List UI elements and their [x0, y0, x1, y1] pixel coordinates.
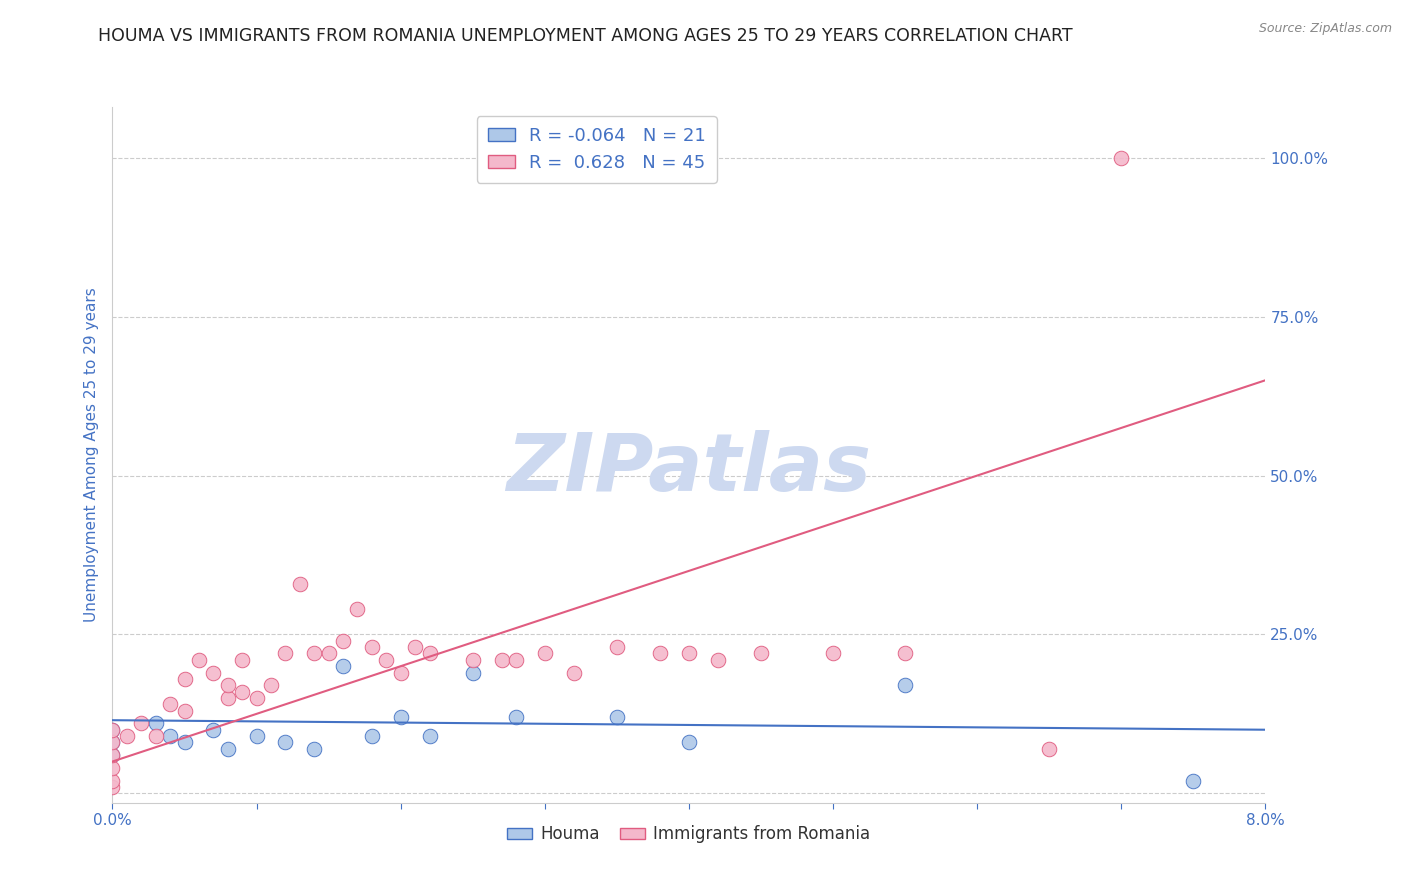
Point [159, 729, 181, 743]
Point [145, 716, 167, 731]
Point [1038, 741, 1060, 756]
Text: ZIPatlas: ZIPatlas [506, 430, 872, 508]
Point [202, 665, 225, 680]
Point [419, 729, 441, 743]
Point [821, 647, 844, 661]
Point [606, 710, 628, 724]
Point [533, 647, 555, 661]
Point [304, 741, 326, 756]
Point [461, 665, 484, 680]
Point [246, 729, 269, 743]
Point [145, 729, 167, 743]
Point [217, 741, 239, 756]
Point [461, 653, 484, 667]
Point [304, 647, 326, 661]
Point [419, 647, 441, 661]
Point [318, 647, 340, 661]
Point [188, 653, 211, 667]
Point [101, 748, 124, 763]
Point [217, 678, 239, 692]
Point [606, 640, 628, 654]
Point [346, 602, 368, 616]
Point [173, 672, 195, 686]
Point [749, 647, 772, 661]
Point [332, 633, 354, 648]
Point [101, 773, 124, 788]
Point [562, 665, 585, 680]
Point [1182, 773, 1205, 788]
Point [101, 735, 124, 749]
Point [274, 735, 297, 749]
Point [274, 647, 297, 661]
Point [231, 684, 253, 698]
Point [173, 735, 195, 749]
Point [678, 647, 700, 661]
Point [332, 659, 354, 673]
Point [231, 653, 253, 667]
Point [505, 653, 527, 667]
Point [894, 647, 917, 661]
Y-axis label: Unemployment Among Ages 25 to 29 years: Unemployment Among Ages 25 to 29 years [83, 287, 98, 623]
Point [202, 723, 225, 737]
Point [115, 729, 138, 743]
Point [101, 723, 124, 737]
Point [101, 748, 124, 763]
Point [217, 690, 239, 705]
Point [246, 690, 269, 705]
Point [404, 640, 426, 654]
Point [389, 665, 412, 680]
Point [1111, 151, 1133, 165]
Point [360, 729, 382, 743]
Point [173, 704, 195, 718]
Point [101, 780, 124, 794]
Text: Source: ZipAtlas.com: Source: ZipAtlas.com [1258, 22, 1392, 36]
Point [389, 710, 412, 724]
Point [101, 723, 124, 737]
Point [260, 678, 283, 692]
Point [707, 653, 730, 667]
Point [101, 735, 124, 749]
Point [505, 710, 527, 724]
Point [159, 698, 181, 712]
Point [101, 761, 124, 775]
Point [894, 678, 917, 692]
Point [288, 576, 311, 591]
Point [648, 647, 672, 661]
Point [129, 716, 153, 731]
Text: HOUMA VS IMMIGRANTS FROM ROMANIA UNEMPLOYMENT AMONG AGES 25 TO 29 YEARS CORRELAT: HOUMA VS IMMIGRANTS FROM ROMANIA UNEMPLO… [98, 27, 1073, 45]
Legend: Houma, Immigrants from Romania: Houma, Immigrants from Romania [501, 819, 877, 850]
Point [360, 640, 382, 654]
Point [678, 735, 700, 749]
Point [375, 653, 398, 667]
Point [491, 653, 513, 667]
